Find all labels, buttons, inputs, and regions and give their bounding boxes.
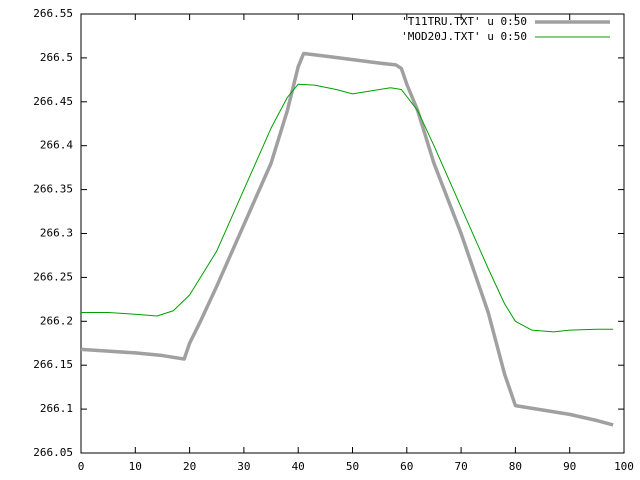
x-tick-label: 30 (237, 460, 250, 473)
x-tick-label: 60 (400, 460, 413, 473)
x-tick-label: 20 (183, 460, 196, 473)
x-tick-label: 0 (78, 460, 85, 473)
y-tick-label: 266.45 (33, 95, 73, 108)
x-tick-label: 70 (454, 460, 467, 473)
y-tick-label: 266.4 (40, 139, 73, 152)
x-tick-label: 90 (563, 460, 576, 473)
y-tick-label: 266.3 (40, 227, 73, 240)
y-tick-label: 266.2 (40, 314, 73, 327)
legend-label: 'MOD20J.TXT' u 0:50 (401, 30, 527, 43)
y-tick-label: 266.15 (33, 358, 73, 371)
x-tick-label: 80 (509, 460, 522, 473)
legend-label: 'T11TRU.TXT' u 0:50 (401, 15, 527, 28)
x-tick-label: 40 (292, 460, 305, 473)
line-series (81, 83, 614, 333)
y-tick-label: 266.35 (33, 183, 73, 196)
line-series (80, 51, 614, 427)
plot-border (80, 13, 625, 454)
y-tick-label: 266.55 (33, 7, 73, 20)
y-tick-label: 266.05 (33, 446, 73, 459)
y-tick-label: 266.25 (33, 270, 73, 283)
y-tick-label: 266.1 (40, 402, 73, 415)
x-tick-label: 10 (129, 460, 142, 473)
x-tick-label: 100 (614, 460, 634, 473)
x-tick-label: 50 (346, 460, 359, 473)
y-tick-label: 266.5 (40, 51, 73, 64)
